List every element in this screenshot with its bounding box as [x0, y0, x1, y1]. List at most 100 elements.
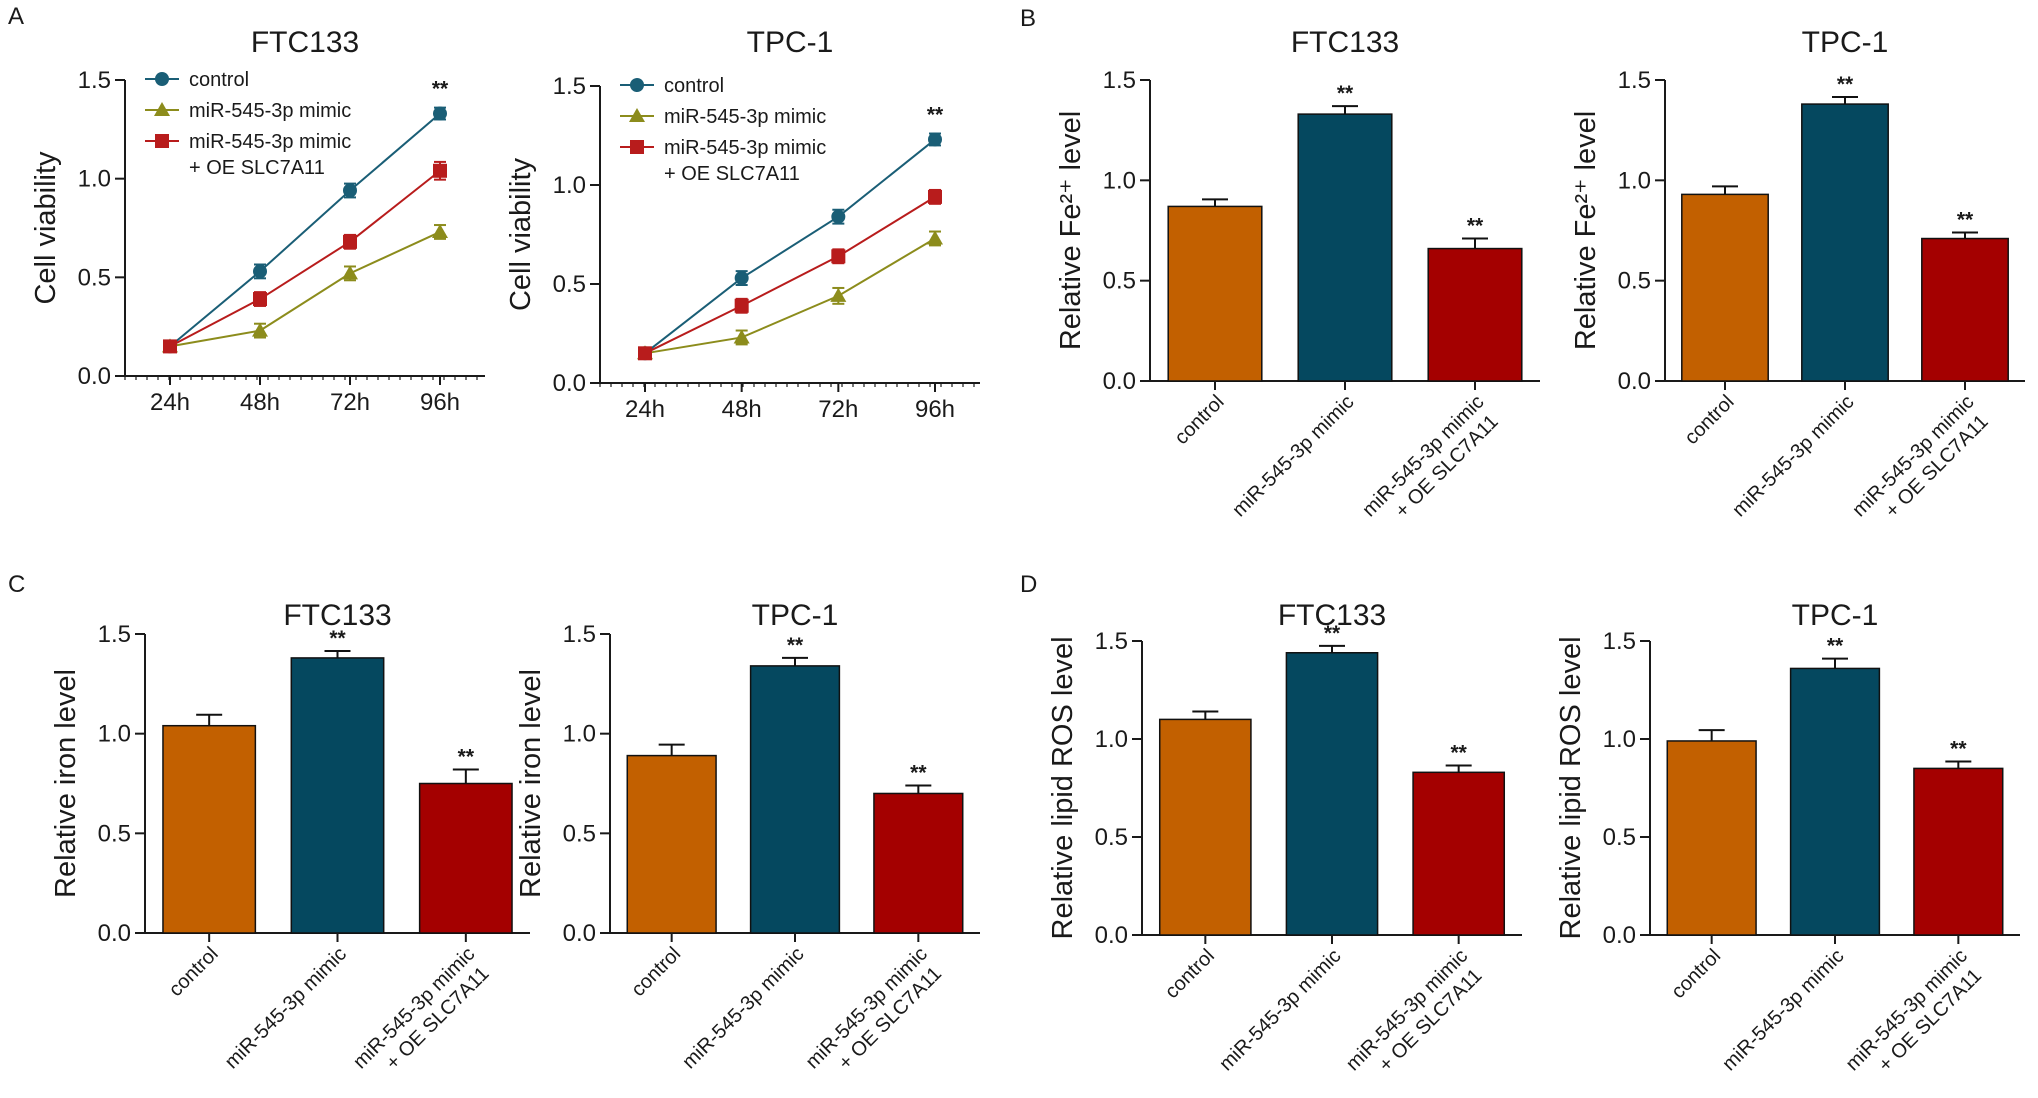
x-category-label: miR-545-3p mimic: [221, 943, 351, 1073]
series-line: [169, 231, 441, 348]
y-tick-label: 0.5: [1618, 268, 1651, 295]
data-point: [432, 223, 448, 238]
significance-marker: **: [1950, 738, 1967, 761]
significance-marker: **: [1827, 635, 1844, 658]
significance-marker: **: [910, 761, 927, 784]
data-point: [831, 209, 846, 224]
x-tick-label: 96h: [420, 389, 460, 416]
data-point: [342, 265, 358, 280]
bar: [1427, 247, 1523, 382]
chart-title: FTC133: [1278, 599, 1386, 632]
y-tick-label: 0.0: [563, 920, 596, 947]
y-tick-label: 1.5: [1618, 67, 1651, 94]
chart-panel: C FTC133 Relative iron level 0.0 0.5 1.0 1.5 co…: [8, 571, 530, 1090]
legend-label: miR-545-3p mimic: [664, 106, 826, 128]
y-axis-label: Relative Fe²⁺ level: [1570, 111, 1602, 350]
significance-marker: **: [1324, 622, 1341, 645]
x-category-label: miR-545-3p mimic+ OE SLC7A11: [1342, 945, 1489, 1092]
y-tick-label: 1.5: [78, 67, 111, 94]
bar: [1285, 652, 1379, 936]
series-line: [644, 196, 936, 355]
x-tick-label: 72h: [818, 396, 858, 423]
y-tick-label: 0.5: [1103, 268, 1136, 295]
bar: [290, 657, 385, 934]
data-point: [343, 234, 357, 249]
significance-marker: **: [458, 746, 475, 769]
x-category-label: miR-545-3p mimic+ OE SLC7A11: [349, 943, 496, 1090]
x-tick-label: 24h: [150, 389, 190, 416]
chart-title: FTC133: [251, 26, 359, 59]
chart-title: TPC-1: [752, 599, 839, 632]
x-category-label: miR-545-3p mimic: [678, 943, 808, 1073]
y-axis-label: Relative lipid ROS level: [1047, 636, 1079, 939]
data-point: [163, 339, 177, 354]
y-axis-label: Relative Fe²⁺ level: [1055, 111, 1087, 350]
data-point: [433, 106, 447, 121]
x-category-label: control: [1171, 391, 1229, 449]
data-point: [252, 322, 268, 337]
bar: [418, 782, 513, 934]
chart-panel: TPC-1 Relative iron level 0.0 0.5 1.0 1.5 cont…: [515, 599, 980, 1090]
x-category-label: miR-545-3p mimic+ OE SLC7A11: [1848, 391, 1995, 538]
x-category-label: control: [165, 943, 223, 1001]
panel-letter: D: [1020, 571, 1037, 598]
x-category-label: miR-545-3p mimic+ OE SLC7A11: [802, 943, 949, 1090]
x-category-label: control: [1667, 945, 1725, 1003]
significance-marker: **: [1467, 215, 1484, 238]
bar: [1681, 193, 1769, 382]
x-tick-label: 48h: [722, 396, 762, 423]
series-line: [644, 138, 936, 355]
series-line: [169, 112, 441, 348]
bar: [1801, 103, 1889, 382]
y-tick-label: 1.0: [1618, 167, 1651, 194]
legend-marker: [155, 72, 169, 86]
y-tick-label: 1.5: [553, 73, 586, 100]
chart-panel: TPC-1 Relative lipid ROS level 0.0 0.5 1.0 1.…: [1555, 599, 2020, 1076]
series-line: [169, 169, 441, 348]
panel-letter: A: [8, 3, 24, 30]
x-category-label: miR-545-3p mimic: [1228, 391, 1358, 521]
legend: control miR-545-3p mimic miR-545-3p mimic +…: [620, 75, 826, 185]
y-axis-label: Relative iron level: [515, 669, 547, 898]
y-axis-label: Cell viability: [30, 151, 62, 305]
x-tick-label: 96h: [915, 396, 955, 423]
bar: [1412, 771, 1506, 936]
legend-label: miR-545-3p mimic + OE SLC7A11: [189, 131, 351, 179]
x-category-label: control: [1161, 945, 1219, 1003]
bar: [1921, 237, 2009, 382]
significance-marker: **: [329, 627, 346, 650]
y-tick-label: 1.5: [563, 621, 596, 648]
y-tick-label: 1.0: [1103, 167, 1136, 194]
data-point: [253, 292, 267, 307]
legend-label: miR-545-3p mimic + OE SLC7A11: [664, 137, 826, 185]
y-tick-label: 1.5: [1603, 628, 1636, 655]
chart-panel: B FTC133 Relative Fe²⁺ level 0.0 0.5 1.0 1.5 co…: [1020, 5, 1540, 538]
x-category-label: control: [627, 943, 685, 1001]
legend-label: control: [189, 69, 249, 91]
bar: [1666, 740, 1757, 936]
y-tick-label: 1.0: [1603, 726, 1636, 753]
bar: [1297, 113, 1393, 382]
bar: [626, 754, 717, 934]
legend-marker: [155, 134, 169, 148]
chart-panel: TPC-1 Cell viability 0.0 0.5 1.0 1.5 24h 48h 72h…: [505, 26, 980, 423]
y-tick-label: 1.0: [553, 172, 586, 199]
bar: [1913, 767, 2004, 936]
data-point: [638, 346, 652, 361]
data-point: [734, 271, 749, 286]
y-axis-label: Relative lipid ROS level: [1555, 636, 1587, 939]
chart-title: FTC133: [283, 599, 391, 632]
data-point: [253, 264, 267, 279]
y-tick-label: 1.5: [1095, 628, 1128, 655]
data-point: [927, 230, 943, 245]
y-tick-label: 1.0: [1095, 726, 1128, 753]
y-axis-label: Cell viability: [505, 157, 537, 311]
y-tick-label: 0.0: [1095, 922, 1128, 949]
y-tick-label: 0.5: [1603, 824, 1636, 851]
y-tick-label: 1.0: [563, 721, 596, 748]
chart-title: FTC133: [1291, 26, 1399, 59]
panel-letter: C: [8, 571, 25, 598]
x-category-label: miR-545-3p mimic+ OE SLC7A11: [1358, 391, 1505, 538]
y-tick-label: 0.0: [553, 370, 586, 397]
